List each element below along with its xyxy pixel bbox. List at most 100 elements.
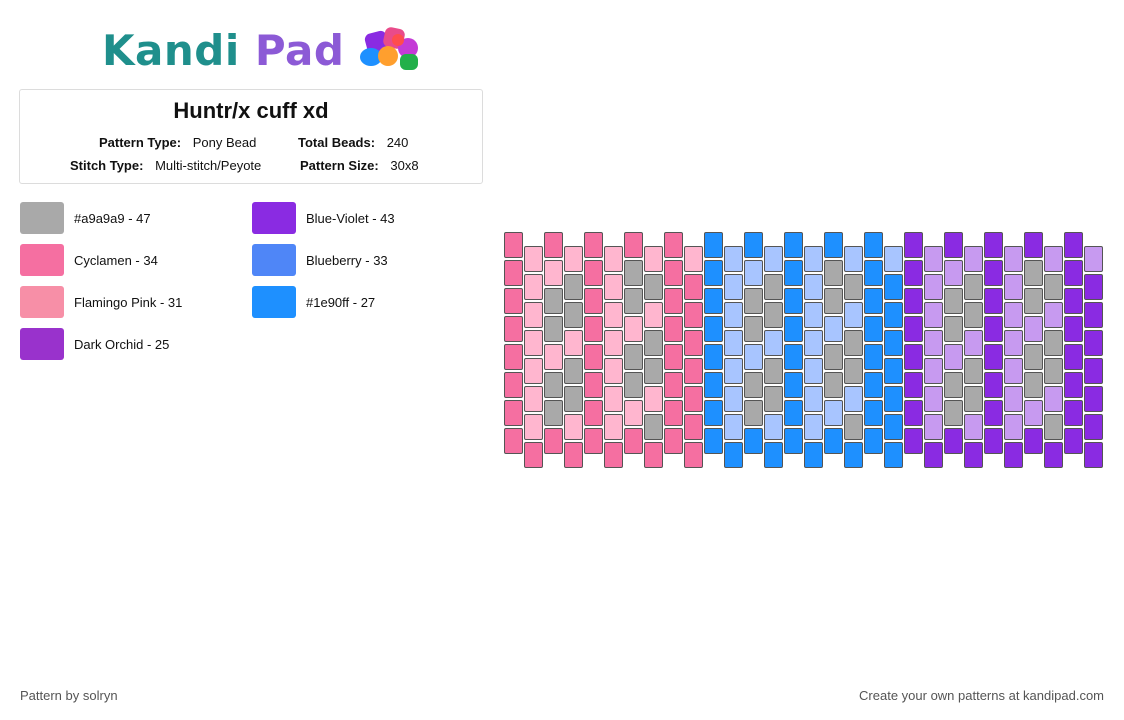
bead: [984, 288, 1003, 314]
bead: [984, 232, 1003, 258]
bead: [564, 246, 583, 272]
bead: [764, 302, 783, 328]
bead: [584, 428, 603, 454]
bead: [984, 316, 1003, 342]
bead: [844, 246, 863, 272]
bead: [1024, 288, 1043, 314]
pattern-type-value: Pony Bead: [192, 135, 257, 150]
bead: [644, 386, 663, 412]
legend-item: #1e90ff - 27: [252, 286, 375, 318]
legend-label: #a9a9a9 - 47: [74, 210, 151, 226]
pattern-size-value: 30x8: [390, 158, 419, 173]
bead: [964, 302, 983, 328]
bead: [744, 344, 763, 370]
bead: [924, 358, 943, 384]
bead: [664, 232, 683, 258]
kandipad-footer-link[interactable]: Create your own patterns at kandipad.com: [859, 688, 1104, 703]
bead: [1004, 414, 1023, 440]
legend-item: Blueberry - 33: [252, 244, 388, 276]
bead: [604, 302, 623, 328]
legend-label: Dark Orchid - 25: [74, 336, 170, 352]
bead: [744, 260, 763, 286]
bead: [524, 330, 543, 356]
bead: [724, 358, 743, 384]
bead: [964, 358, 983, 384]
bead: [664, 400, 683, 426]
bead: [1044, 414, 1063, 440]
bead: [924, 330, 943, 356]
bead: [1064, 372, 1083, 398]
bead: [784, 400, 803, 426]
bead: [1084, 302, 1103, 328]
bead: [924, 442, 943, 468]
bead: [624, 232, 643, 258]
pattern-size-row: Pattern Size: 30x8: [300, 158, 419, 173]
bead: [584, 260, 603, 286]
bead: [704, 344, 723, 370]
bead: [684, 386, 703, 412]
logo-wordmark: Kandi Pad: [102, 26, 344, 75]
bead: [704, 428, 723, 454]
bead: [984, 344, 1003, 370]
bead: [864, 288, 883, 314]
bead: [704, 316, 723, 342]
bead: [904, 260, 923, 286]
bead: [1044, 246, 1063, 272]
bead: [844, 330, 863, 356]
bead: [1024, 316, 1043, 342]
bead: [1024, 372, 1043, 398]
bead: [784, 344, 803, 370]
bead: [824, 372, 843, 398]
bead: [524, 246, 543, 272]
bead: [504, 316, 523, 342]
bead: [744, 232, 763, 258]
bead: [904, 232, 923, 258]
bead: [844, 358, 863, 384]
bead: [564, 330, 583, 356]
pattern-info-card: Huntr/x cuff xd Pattern Type: Pony Bead …: [19, 89, 483, 184]
color-swatch: [252, 286, 296, 318]
bead: [964, 330, 983, 356]
legend-label: Blue-Violet - 43: [306, 210, 395, 226]
bead: [1004, 358, 1023, 384]
bead: [584, 400, 603, 426]
bead: [1024, 400, 1043, 426]
bead: [944, 232, 963, 258]
bead: [684, 414, 703, 440]
bead: [804, 274, 823, 300]
bead: [1084, 246, 1103, 272]
bead: [884, 330, 903, 356]
bead: [884, 386, 903, 412]
bead: [884, 414, 903, 440]
bead: [824, 260, 843, 286]
bead: [724, 274, 743, 300]
logo-text-kandi: Kandi: [102, 25, 240, 75]
bead: [544, 316, 563, 342]
bead: [1044, 302, 1063, 328]
bead: [804, 330, 823, 356]
bead: [644, 414, 663, 440]
bead: [544, 232, 563, 258]
bead: [504, 400, 523, 426]
bead: [584, 288, 603, 314]
bead: [784, 316, 803, 342]
bead: [924, 414, 943, 440]
bead: [944, 344, 963, 370]
bead: [644, 330, 663, 356]
bead: [584, 372, 603, 398]
kandi-pad-logo[interactable]: Kandi Pad: [102, 24, 432, 76]
bead: [824, 316, 843, 342]
bead: [664, 428, 683, 454]
bead: [624, 372, 643, 398]
bead: [524, 302, 543, 328]
bead: [564, 442, 583, 468]
bead: [1044, 358, 1063, 384]
bead: [604, 386, 623, 412]
bead: [964, 386, 983, 412]
logo-text-pad: Pad: [254, 25, 345, 75]
bead: [764, 246, 783, 272]
bead: [824, 232, 843, 258]
bead: [904, 372, 923, 398]
bead: [564, 302, 583, 328]
bead: [924, 386, 943, 412]
